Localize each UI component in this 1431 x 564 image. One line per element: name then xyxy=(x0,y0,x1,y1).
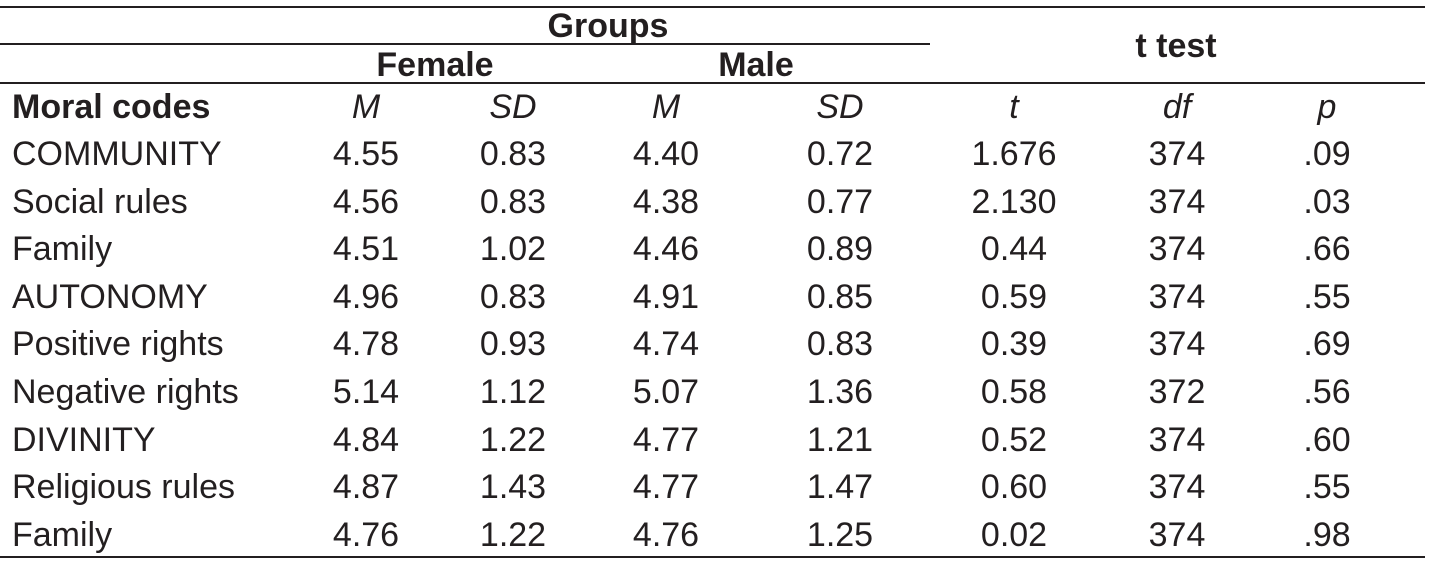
female-sd: 0.93 xyxy=(479,325,547,364)
female-sd: 1.02 xyxy=(479,230,547,269)
t-value: 0.60 xyxy=(980,468,1048,507)
female-sd-header: SD xyxy=(489,88,537,126)
male-sd: 1.47 xyxy=(806,468,874,507)
female-sd: 1.43 xyxy=(479,468,547,507)
df-header: df xyxy=(1162,88,1192,126)
p-value: .55 xyxy=(1303,468,1351,507)
row-label: Family xyxy=(12,515,113,554)
p-value: .69 xyxy=(1303,325,1351,364)
female-m: 4.55 xyxy=(332,135,400,173)
male-m: 4.40 xyxy=(632,135,700,173)
female-m-header: M xyxy=(351,88,381,126)
female-m: 4.78 xyxy=(332,325,400,364)
groups-rule xyxy=(0,43,930,45)
df-value: 374 xyxy=(1148,325,1206,364)
bottom-rule xyxy=(0,556,1425,558)
female-m: 4.56 xyxy=(332,182,400,221)
df-value: 374 xyxy=(1148,515,1206,554)
female-m: 4.96 xyxy=(332,277,400,316)
female-sd: 1.22 xyxy=(479,420,547,459)
t-header: t xyxy=(1009,88,1019,126)
female-sd: 0.83 xyxy=(479,135,547,173)
female-m: 4.51 xyxy=(332,230,400,269)
t-value: 0.58 xyxy=(980,373,1048,411)
male-header: Male xyxy=(718,46,794,84)
male-m: 4.77 xyxy=(632,468,700,507)
t-value: 0.59 xyxy=(980,277,1048,316)
row-label: Negative rights xyxy=(12,373,239,411)
row-label: AUTONOMY xyxy=(12,277,208,316)
t-value: 2.130 xyxy=(971,182,1057,221)
df-value: 374 xyxy=(1148,277,1206,316)
female-sd: 1.22 xyxy=(479,515,547,554)
female-m: 4.84 xyxy=(332,420,400,459)
p-value: .60 xyxy=(1303,420,1351,459)
df-value: 372 xyxy=(1148,373,1206,411)
male-sd: 1.21 xyxy=(806,420,874,459)
df-value: 374 xyxy=(1148,230,1206,269)
df-value: 374 xyxy=(1148,135,1206,173)
row-label: Positive rights xyxy=(12,325,224,364)
male-sd: 0.77 xyxy=(806,182,874,221)
male-m: 4.91 xyxy=(632,277,700,316)
t-value: 0.52 xyxy=(980,420,1048,459)
p-value: .55 xyxy=(1303,277,1351,316)
p-value: .56 xyxy=(1303,373,1351,411)
t-test-header: t test xyxy=(1135,27,1217,65)
row-label: Social rules xyxy=(12,182,188,221)
df-value: 374 xyxy=(1148,468,1206,507)
male-m: 4.38 xyxy=(632,182,700,221)
p-value: .03 xyxy=(1303,182,1351,221)
row-label: DIVINITY xyxy=(12,420,156,459)
female-sd: 1.12 xyxy=(479,373,547,411)
row-label: Family xyxy=(12,230,113,269)
male-m: 4.46 xyxy=(632,230,700,269)
female-sd: 0.83 xyxy=(479,182,547,221)
male-sd: 1.36 xyxy=(806,373,874,411)
top-rule xyxy=(0,6,1425,8)
t-value: 0.02 xyxy=(980,515,1048,554)
row-label: Religious rules xyxy=(12,468,235,507)
male-m: 4.77 xyxy=(632,420,700,459)
male-sd: 1.25 xyxy=(806,515,874,554)
p-header: p xyxy=(1317,88,1337,126)
male-m: 4.76 xyxy=(632,515,700,554)
female-header: Female xyxy=(376,46,494,84)
p-value: .66 xyxy=(1303,230,1351,269)
male-m-header: M xyxy=(651,88,681,126)
female-m: 5.14 xyxy=(332,373,400,411)
t-value: 0.39 xyxy=(980,325,1048,364)
male-sd: 0.89 xyxy=(806,230,874,269)
male-m: 4.74 xyxy=(632,325,700,364)
df-value: 374 xyxy=(1148,182,1206,221)
p-value: .09 xyxy=(1303,135,1351,173)
male-m: 5.07 xyxy=(632,373,700,411)
female-m: 4.76 xyxy=(332,515,400,554)
female-sd: 0.83 xyxy=(479,277,547,316)
df-value: 374 xyxy=(1148,420,1206,459)
male-sd: 0.72 xyxy=(806,135,874,173)
t-value: 0.44 xyxy=(980,230,1048,269)
row-header: Moral codes xyxy=(12,88,211,126)
male-sd: 0.85 xyxy=(806,277,874,316)
male-sd: 0.83 xyxy=(806,325,874,364)
female-m: 4.87 xyxy=(332,468,400,507)
p-value: .98 xyxy=(1303,515,1351,554)
t-value: 1.676 xyxy=(971,135,1057,173)
male-sd-header: SD xyxy=(816,88,864,126)
groups-header: Groups xyxy=(547,7,669,45)
row-label: COMMUNITY xyxy=(12,135,222,173)
header-rule xyxy=(0,82,1425,84)
